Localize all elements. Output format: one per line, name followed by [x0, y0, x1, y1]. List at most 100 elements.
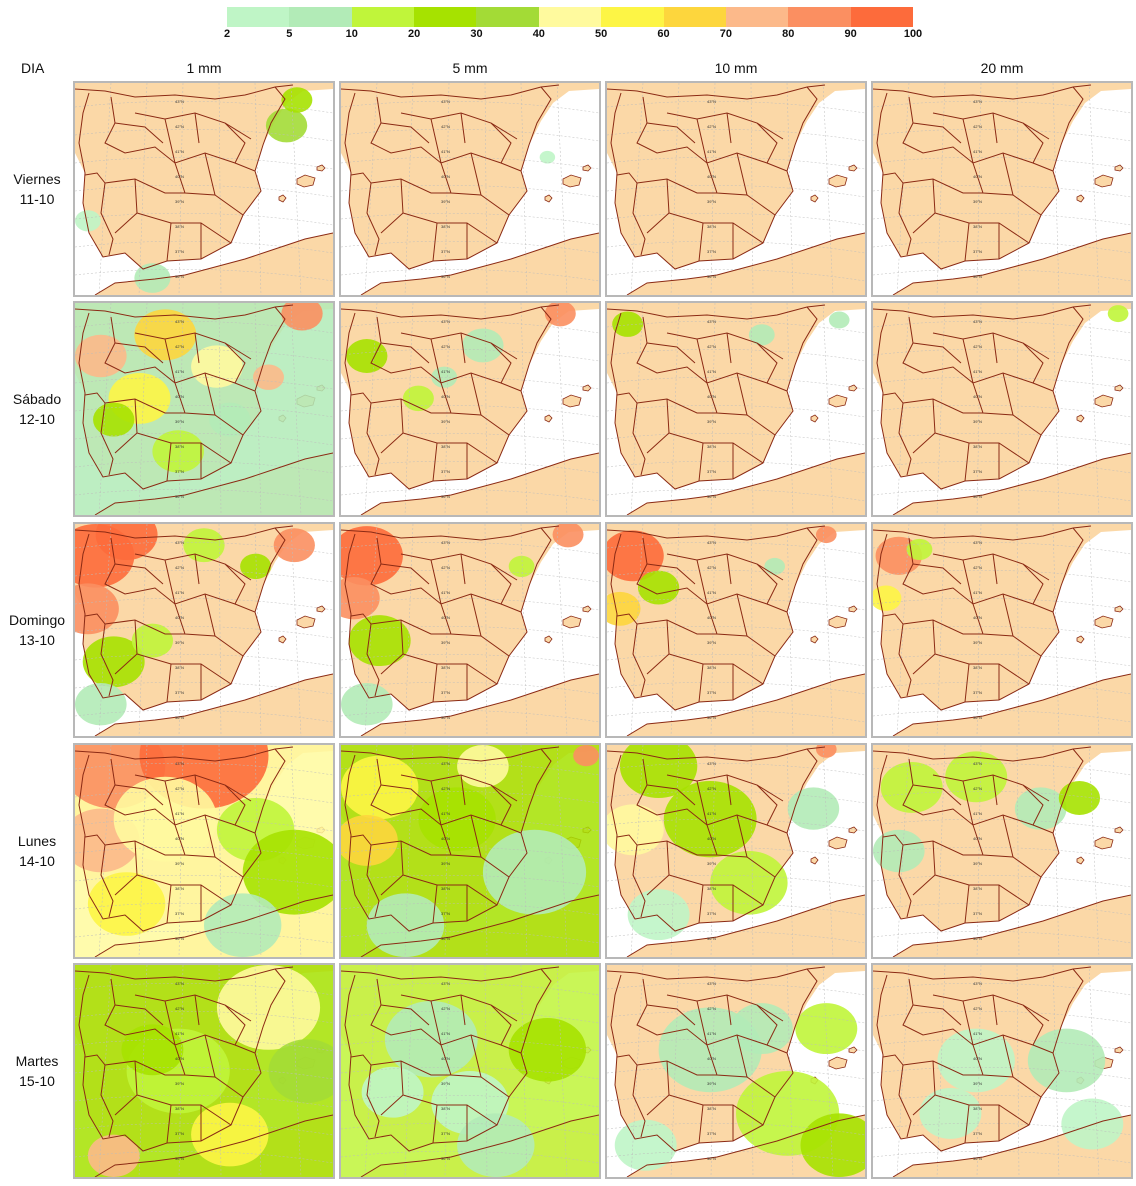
probability-area	[183, 528, 225, 563]
map-panel: 43°N 42°N 41°N 40°N 39°N 38°N 37°N 36°N	[871, 81, 1133, 297]
latitude-label: 36°N	[707, 494, 716, 499]
probability-area	[795, 1003, 858, 1055]
map-panel: 43°N 42°N 41°N 40°N 39°N 38°N 37°N 36°N	[73, 81, 335, 297]
latitude-label: 37°N	[175, 690, 184, 695]
latitude-label: 40°N	[441, 615, 450, 620]
latitude-label: 37°N	[973, 911, 982, 916]
latitude-label: 36°N	[973, 494, 982, 499]
legend-tick-label: 20	[407, 28, 421, 40]
latitude-label: 38°N	[175, 224, 184, 229]
latitude-label: 40°N	[973, 174, 982, 179]
latitude-label: 40°N	[973, 836, 982, 841]
latitude-label: 38°N	[973, 444, 982, 449]
latitude-label: 37°N	[707, 690, 716, 695]
latitude-label: 36°N	[175, 1156, 184, 1161]
probability-area	[87, 872, 166, 936]
map-svg: 43°N 42°N 41°N 40°N 39°N 38°N 37°N 36°N	[607, 524, 865, 736]
probability-area	[240, 553, 272, 580]
probability-area	[93, 402, 135, 437]
latitude-label: 41°N	[441, 149, 450, 154]
probability-area	[281, 87, 313, 113]
probability-area	[627, 889, 690, 941]
latitude-label: 36°N	[973, 715, 982, 720]
latitude-label: 41°N	[707, 811, 716, 816]
latitude-label: 39°N	[707, 861, 716, 866]
latitude-label: 41°N	[707, 149, 716, 154]
probability-area	[508, 555, 535, 577]
latitude-label: 41°N	[175, 1031, 184, 1036]
latitude-label: 43°N	[707, 981, 716, 986]
probability-area	[113, 776, 217, 862]
probability-area	[281, 303, 323, 331]
latitude-label: 40°N	[175, 836, 184, 841]
row-header: Viernes 11-10	[0, 169, 74, 209]
latitude-label: 39°N	[441, 199, 450, 204]
latitude-label: 38°N	[973, 665, 982, 670]
latitude-label: 38°N	[175, 886, 184, 891]
map-panel: 43°N 42°N 41°N 40°N 39°N 38°N 37°N 36°N	[605, 301, 867, 517]
latitude-label: 38°N	[441, 444, 450, 449]
latitude-label: 36°N	[441, 936, 450, 941]
latitude-label: 42°N	[441, 786, 450, 791]
map-svg: 43°N 42°N 41°N 40°N 39°N 38°N 37°N 36°N	[341, 965, 599, 1177]
latitude-label: 40°N	[441, 394, 450, 399]
legend-tick-label: 60	[657, 28, 670, 40]
probability-area	[152, 430, 204, 473]
map-panel: 43°N 42°N 41°N 40°N 39°N 38°N 37°N 36°N	[73, 301, 335, 517]
probability-area	[612, 311, 644, 337]
legend-swatch	[227, 7, 290, 27]
legend-tick-label: 5	[286, 28, 293, 40]
latitude-label: 42°N	[707, 1006, 716, 1011]
map-panel: 43°N 42°N 41°N 40°N 39°N 38°N 37°N 36°N	[605, 522, 867, 738]
latitude-label: 37°N	[441, 911, 450, 916]
latitude-label: 40°N	[973, 394, 982, 399]
map-svg: 43°N 42°N 41°N 40°N 39°N 38°N 37°N 36°N	[75, 83, 333, 295]
map-panel: 43°N 42°N 41°N 40°N 39°N 38°N 37°N 36°N	[871, 301, 1133, 517]
probability-area	[216, 965, 321, 1050]
latitude-label: 41°N	[175, 149, 184, 154]
latitude-label: 40°N	[707, 174, 716, 179]
latitude-label: 42°N	[175, 1006, 184, 1011]
legend-tick-label: 40	[532, 28, 545, 40]
latitude-label: 43°N	[707, 761, 716, 766]
probability-area	[873, 829, 925, 873]
latitude-label: 42°N	[707, 565, 716, 570]
latitude-label: 38°N	[707, 1106, 716, 1111]
latitude-label: 40°N	[441, 1056, 450, 1061]
latitude-label: 37°N	[973, 469, 982, 474]
latitude-label: 39°N	[175, 199, 184, 204]
latitude-label: 43°N	[973, 319, 982, 324]
legend-tick-label: 90	[844, 28, 857, 40]
row-header: Sábado 12-10	[0, 389, 74, 429]
probability-area	[730, 1003, 793, 1055]
latitude-label: 40°N	[707, 615, 716, 620]
probability-area	[764, 557, 786, 575]
latitude-label: 36°N	[175, 715, 184, 720]
latitude-label: 43°N	[441, 99, 450, 104]
column-header: 1 mm	[186, 60, 222, 76]
latitude-label: 38°N	[441, 1106, 450, 1111]
latitude-label: 43°N	[973, 540, 982, 545]
probability-area	[402, 385, 434, 412]
probability-area	[906, 538, 933, 561]
probability-area	[134, 309, 197, 361]
latitude-label: 41°N	[707, 1031, 716, 1036]
probability-area	[828, 311, 850, 329]
map-panel: 43°N 42°N 41°N 40°N 39°N 38°N 37°N 36°N	[339, 522, 601, 738]
latitude-label: 36°N	[707, 715, 716, 720]
latitude-label: 42°N	[175, 124, 184, 129]
probability-area	[75, 210, 101, 232]
latitude-label: 43°N	[707, 540, 716, 545]
latitude-label: 39°N	[175, 861, 184, 866]
map-panel: 43°N 42°N 41°N 40°N 39°N 38°N 37°N 36°N	[73, 522, 335, 738]
color-legend	[227, 7, 913, 27]
map-svg: 43°N 42°N 41°N 40°N 39°N 38°N 37°N 36°N	[607, 965, 865, 1177]
probability-area	[191, 345, 243, 388]
latitude-label: 39°N	[707, 1081, 716, 1086]
latitude-label: 38°N	[707, 224, 716, 229]
latitude-label: 43°N	[441, 319, 450, 324]
map-panel: 43°N 42°N 41°N 40°N 39°N 38°N 37°N 36°N	[605, 743, 867, 959]
probability-area	[1061, 1098, 1124, 1150]
latitude-label: 36°N	[441, 494, 450, 499]
latitude-label: 40°N	[973, 615, 982, 620]
